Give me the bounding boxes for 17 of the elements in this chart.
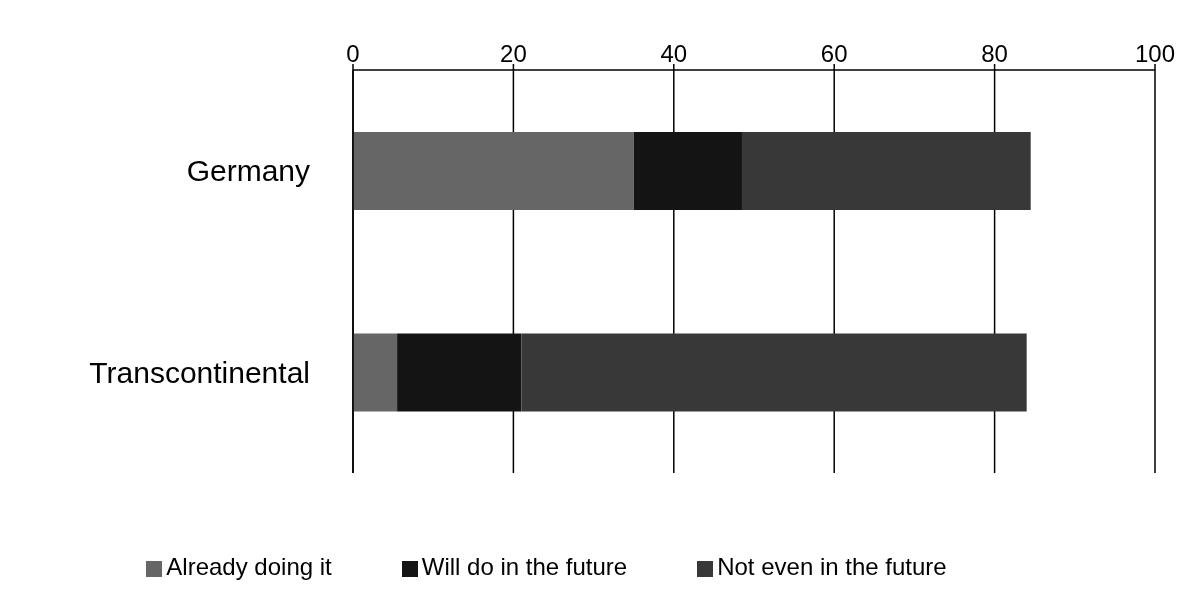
x-tick-label: 60 [820, 40, 848, 67]
x-tick-label: 80 [981, 40, 1008, 67]
y-tick-label: Germany [186, 154, 310, 188]
bar [633, 132, 742, 210]
x-tick-label: 0 [346, 40, 360, 67]
x-tick-label: 100 [1134, 40, 1176, 67]
legend-label: Will do in the future [421, 553, 628, 580]
bar [521, 333, 1027, 412]
bar [353, 132, 634, 210]
bar [397, 333, 522, 412]
bar [353, 333, 398, 412]
x-tick-label: 20 [500, 40, 527, 67]
y-tick-label: Transcontinental [89, 355, 310, 389]
bar [741, 132, 1031, 210]
legend-label: Already doing it [166, 553, 332, 580]
legend-label: Not even in the future [717, 553, 947, 580]
x-tick-label: 40 [660, 40, 688, 67]
